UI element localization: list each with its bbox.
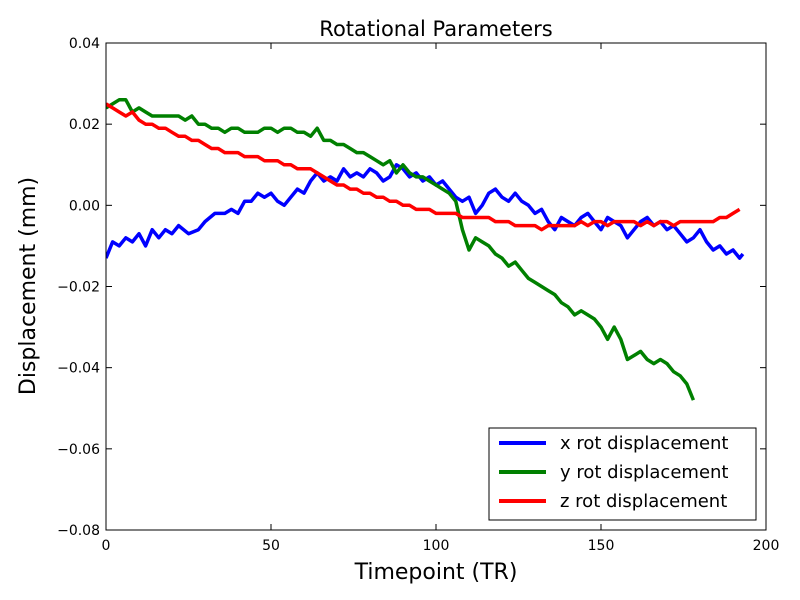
series-layer — [106, 98, 745, 401]
y-tick-label: −0.06 — [57, 442, 100, 458]
legend-label-y-rot: y rot displacement — [560, 462, 728, 483]
ticks-layer: 0 50 100 150 200 0.04 0.02 0.00 −0.02 −0.04 −0.06 −… — [57, 36, 779, 554]
legend-label-z-rot: z rot displacement — [560, 491, 727, 512]
series-line-y-rot — [106, 98, 696, 401]
y-axis-title: Displacement (mm) — [16, 177, 41, 395]
y-tick-label: −0.02 — [57, 280, 100, 296]
x-tick-label: 150 — [588, 538, 615, 554]
y-tick-label: 0.02 — [69, 117, 100, 133]
x-tick-label: 0 — [102, 538, 111, 554]
y-tick-label: 0.00 — [69, 198, 100, 214]
chart-title: Rotational Parameters — [319, 17, 552, 41]
x-tick-label: 50 — [262, 538, 280, 554]
x-tick-label: 100 — [423, 538, 450, 554]
x-axis-title: Timepoint (TR) — [354, 560, 518, 585]
legend: x rot displacement y rot displacement z … — [488, 427, 757, 521]
series-line-z-rot — [106, 102, 741, 232]
legend-label-x-rot: x rot displacement — [560, 433, 728, 454]
y-tick-label: −0.04 — [57, 361, 100, 377]
y-tick-label: −0.08 — [57, 523, 100, 539]
series-line-x-rot — [106, 163, 745, 260]
y-tick-label: 0.04 — [69, 36, 100, 52]
x-tick-label: 200 — [753, 538, 780, 554]
